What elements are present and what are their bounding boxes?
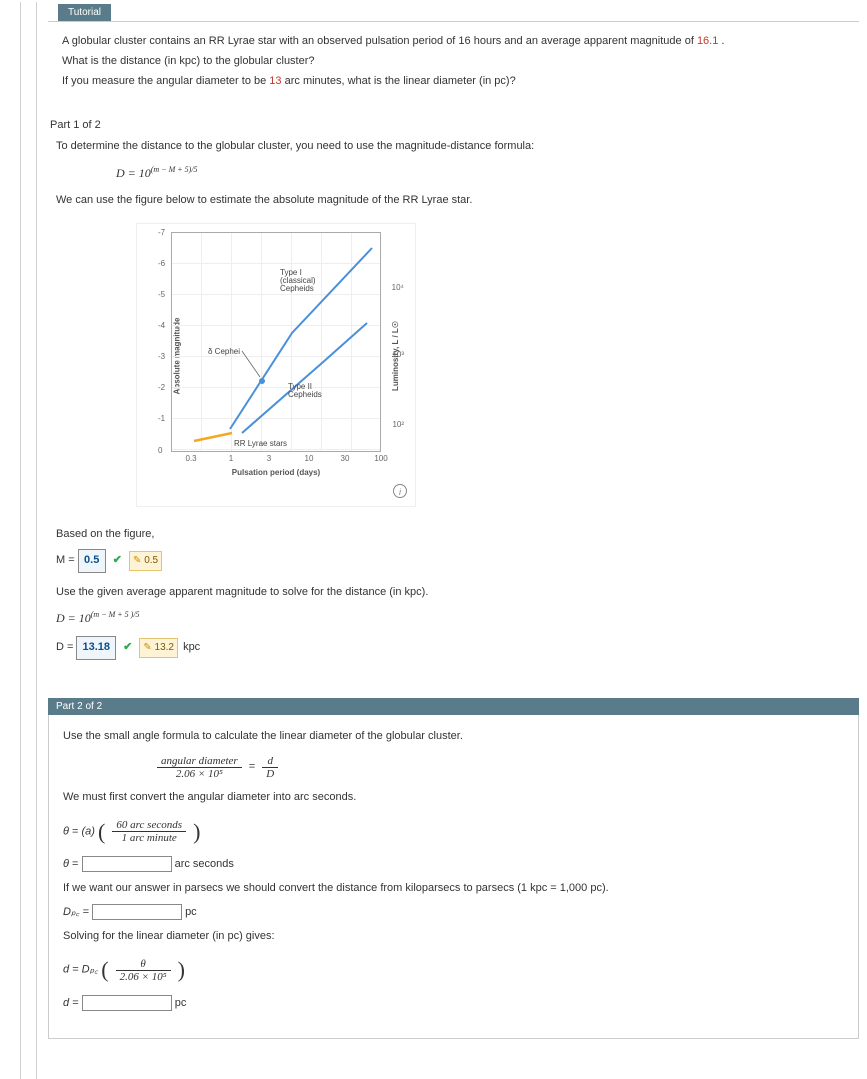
part1-p1: To determine the distance to the globula… bbox=[56, 137, 845, 157]
conv-den: 1 arc minute bbox=[112, 832, 186, 844]
D-answer[interactable]: 13.18 bbox=[76, 636, 116, 660]
type1-label-c: Cepheids bbox=[280, 285, 316, 293]
check-icon-2: ✔ bbox=[123, 641, 132, 653]
yl-tick-7: 0 bbox=[158, 443, 162, 457]
Dpc-lhs: Dₚ꜀ = bbox=[63, 906, 92, 918]
saf-rnum: d bbox=[262, 755, 278, 768]
D-lhs: D = bbox=[56, 641, 76, 653]
intro-line1c: . bbox=[721, 35, 724, 47]
M-hint-val: 0.5 bbox=[144, 555, 158, 566]
yr-tick-2: 10² bbox=[392, 417, 404, 431]
based-on-figure: Based on the figure, bbox=[56, 525, 845, 545]
period-luminosity-chart: Absolute magnitude Luminosity, L / L☉ Ty… bbox=[136, 223, 416, 507]
formula1-exp: (m − M + 5)/5 bbox=[151, 165, 198, 174]
yl-tick-4: -3 bbox=[158, 349, 165, 363]
part1-p2: We can use the figure below to estimate … bbox=[56, 191, 845, 211]
yl-tick-2: -5 bbox=[158, 287, 165, 301]
pc-unit-1: pc bbox=[185, 906, 197, 918]
yl-tick-1: -6 bbox=[158, 256, 165, 270]
Dpc-input[interactable] bbox=[92, 904, 182, 920]
intro-line3a: If you measure the angular diameter to b… bbox=[62, 75, 269, 87]
d-lhs: d = Dₚ꜀ bbox=[63, 964, 98, 976]
x-tick-2: 3 bbox=[267, 452, 271, 466]
M-answer[interactable]: 0.5 bbox=[78, 549, 106, 573]
delta-cephei-label: δ Cephei bbox=[208, 345, 240, 359]
D-hint-val: 13.2 bbox=[155, 642, 174, 653]
part2-p2: We must first convert the angular diamet… bbox=[63, 788, 844, 808]
saf-den: 2.06 × 10⁵ bbox=[157, 768, 242, 780]
d-frac: θ 2.06 × 10⁵ bbox=[116, 958, 171, 983]
tutorial-tab: Tutorial bbox=[58, 4, 111, 21]
formula2-lhs: D = 10 bbox=[56, 611, 91, 625]
intro-line1a: A globular cluster contains an RR Lyrae … bbox=[62, 35, 697, 47]
help-icon[interactable]: i bbox=[393, 484, 407, 498]
intro-line2: What is the distance (in kpc) to the glo… bbox=[62, 52, 849, 72]
theta-a: (a) bbox=[82, 825, 95, 837]
intro-value-arcmin: 13 bbox=[269, 75, 281, 87]
arcmin-to-arcsec-frac: 60 arc seconds 1 arc minute bbox=[112, 819, 186, 844]
yr-tick-1: 10³ bbox=[392, 347, 404, 361]
saf-rden: D bbox=[262, 768, 278, 780]
part2-p3: If we want our answer in parsecs we shou… bbox=[63, 879, 844, 899]
x-tick-4: 30 bbox=[341, 452, 350, 466]
x-label: Pulsation period (days) bbox=[171, 466, 381, 480]
conv-num: 60 arc seconds bbox=[112, 819, 186, 832]
d-final-lhs: d = bbox=[63, 997, 82, 1009]
formula-magdist2: D = 10(m − M + 5 )/5 bbox=[56, 608, 845, 630]
theta-sym2: θ bbox=[63, 858, 69, 870]
yl-tick-5: -2 bbox=[158, 380, 165, 394]
d-den: 2.06 × 10⁵ bbox=[116, 971, 171, 983]
type2-label-b: Cepheids bbox=[288, 391, 322, 399]
intro-block: A globular cluster contains an RR Lyrae … bbox=[48, 21, 859, 101]
rr-lyrae-line bbox=[194, 433, 232, 441]
theta-sym: θ bbox=[63, 825, 69, 837]
yl-tick-3: -4 bbox=[158, 318, 165, 332]
part2-p1: Use the small angle formula to calculate… bbox=[63, 727, 844, 747]
D-hint[interactable]: ✎ 13.2 bbox=[139, 638, 178, 658]
x-tick-5: 100 bbox=[374, 452, 387, 466]
M-lhs: M = bbox=[56, 554, 78, 566]
small-angle-rhs-frac: d D bbox=[262, 755, 278, 780]
check-icon: ✔ bbox=[113, 554, 122, 566]
formula1-lhs: D = 10 bbox=[116, 166, 151, 180]
theta-input[interactable] bbox=[82, 856, 172, 872]
x-tick-0: 0.3 bbox=[185, 452, 196, 466]
x-tick-3: 10 bbox=[305, 452, 314, 466]
yl-tick-6: -1 bbox=[158, 411, 165, 425]
formula2-exp: (m − M + 5 )/5 bbox=[91, 610, 140, 619]
part2-head: Part 2 of 2 bbox=[48, 698, 859, 715]
pc-unit-2: pc bbox=[175, 997, 187, 1009]
type2-cepheid-line bbox=[242, 323, 367, 433]
d-num: θ bbox=[116, 958, 171, 971]
arcsec-unit: arc seconds bbox=[175, 858, 234, 870]
part1-head: Part 1 of 2 bbox=[42, 119, 867, 137]
x-tick-1: 1 bbox=[229, 452, 233, 466]
yr-tick-0: 10⁴ bbox=[392, 280, 404, 294]
part1-p3: Use the given average apparent magnitude… bbox=[56, 583, 845, 603]
M-hint[interactable]: ✎ 0.5 bbox=[129, 551, 162, 571]
D-unit: kpc bbox=[183, 641, 200, 653]
yl-tick-0: -7 bbox=[158, 225, 165, 239]
part2-p4: Solving for the linear diameter (in pc) … bbox=[63, 927, 844, 947]
saf-num: angular diameter bbox=[157, 755, 242, 768]
d-input[interactable] bbox=[82, 995, 172, 1011]
intro-line3c: arc minutes, what is the linear diameter… bbox=[285, 75, 516, 87]
formula-magdist: D = 10(m − M + 5)/5 bbox=[116, 163, 845, 185]
delta-cephei-point bbox=[259, 378, 265, 384]
small-angle-lhs-frac: angular diameter 2.06 × 10⁵ bbox=[157, 755, 242, 780]
rr-lyrae-label: RR Lyrae stars bbox=[234, 437, 287, 451]
intro-value-mag: 16.1 bbox=[697, 35, 718, 47]
delta-cephei-pointer bbox=[242, 351, 260, 377]
